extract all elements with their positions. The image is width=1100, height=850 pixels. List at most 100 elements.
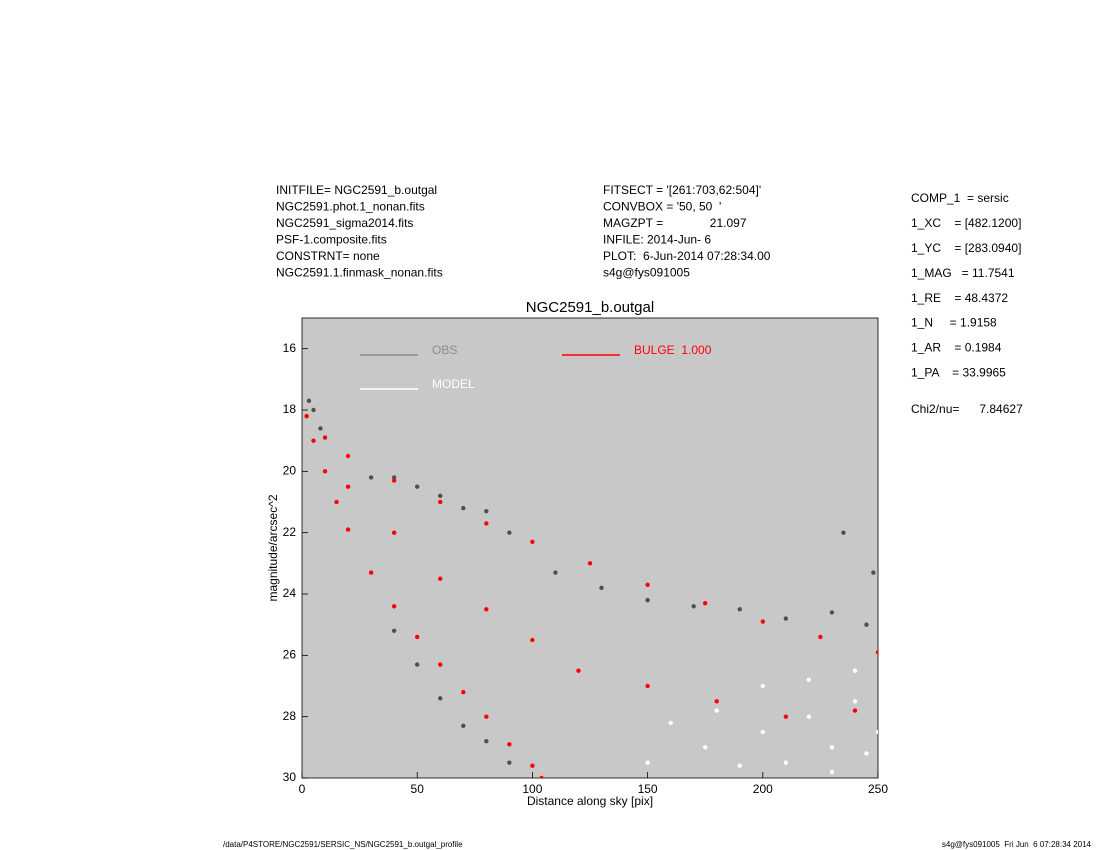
fit-parameter: 1_RE = 48.4372 xyxy=(911,291,1008,305)
data-point xyxy=(484,521,489,526)
data-point xyxy=(539,775,544,778)
legend-label: MODEL xyxy=(432,377,475,391)
data-point xyxy=(322,435,328,440)
x-tick-label: 50 xyxy=(411,782,425,796)
data-point xyxy=(818,634,823,640)
y-tick-label: 20 xyxy=(283,464,297,478)
data-point xyxy=(737,763,742,768)
x-tick-label: 250 xyxy=(868,782,888,796)
fit-parameter: 1_PA = 33.9965 xyxy=(911,365,1006,379)
data-point xyxy=(645,582,650,587)
data-point xyxy=(322,469,328,474)
y-tick-label: 18 xyxy=(283,402,297,416)
data-point xyxy=(852,699,858,704)
data-point xyxy=(691,604,696,609)
y-tick-label: 26 xyxy=(283,648,297,662)
data-point xyxy=(829,769,835,775)
x-tick-label: 150 xyxy=(638,782,658,796)
data-point xyxy=(871,570,876,575)
data-point xyxy=(852,668,858,673)
data-point xyxy=(760,619,765,624)
data-point xyxy=(703,745,708,750)
data-point xyxy=(311,407,316,413)
data-point xyxy=(461,505,466,511)
header-line: INITFILE= NGC2591_b.outgal xyxy=(276,183,437,197)
data-point xyxy=(461,689,466,695)
data-point xyxy=(714,699,719,704)
header-line: CONVBOX = '50, 50 ' xyxy=(603,200,721,214)
fit-parameter: 1_YC = [283.0940] xyxy=(911,241,1021,255)
x-tick-label: 100 xyxy=(522,782,542,796)
data-point xyxy=(806,677,812,683)
data-point xyxy=(852,708,858,713)
header-line: s4g@fys091005 xyxy=(603,266,690,280)
data-point xyxy=(484,607,489,612)
data-point xyxy=(311,438,316,443)
data-point xyxy=(530,763,535,768)
header-line: PSF-1.composite.fits xyxy=(276,233,387,247)
data-point xyxy=(645,760,650,765)
x-tick-label: 200 xyxy=(753,782,773,796)
data-point xyxy=(553,570,558,575)
header-line: PLOT: 6-Jun-2014 07:28:34.00 xyxy=(603,249,771,263)
data-point xyxy=(829,745,835,750)
data-point xyxy=(484,714,489,719)
data-point xyxy=(760,729,765,735)
fit-parameter: 1_N = 1.9158 xyxy=(911,316,997,330)
y-tick-label: 24 xyxy=(283,586,297,600)
data-point xyxy=(415,484,420,489)
data-point xyxy=(415,634,420,640)
data-point xyxy=(783,714,789,719)
data-point xyxy=(306,398,312,403)
data-point xyxy=(714,708,719,713)
header-line: NGC2591.1.finmask_nonan.fits xyxy=(276,266,443,280)
data-point xyxy=(345,484,351,489)
data-point xyxy=(461,723,466,729)
plot-points xyxy=(304,398,878,778)
legend-label: BULGE 1.000 xyxy=(634,343,712,357)
header-line: INFILE: 2014-Jun- 6 xyxy=(603,233,711,247)
data-point xyxy=(599,585,604,591)
data-point xyxy=(368,475,374,480)
y-tick-label: 16 xyxy=(283,341,297,355)
data-point xyxy=(668,720,673,725)
data-point xyxy=(875,729,878,735)
data-point xyxy=(438,576,443,581)
chi2: Chi2/nu= 7.84627 xyxy=(911,402,1023,416)
data-point xyxy=(391,475,397,480)
data-point xyxy=(783,760,789,765)
data-point xyxy=(737,607,742,612)
header-line: NGC2591.phot.1_nonan.fits xyxy=(276,200,425,214)
data-point xyxy=(875,650,878,655)
data-point xyxy=(391,604,397,609)
data-point xyxy=(507,760,512,765)
plot-background xyxy=(301,317,879,779)
data-point xyxy=(864,622,869,627)
data-point xyxy=(783,616,789,621)
footer-path: /data/P4STORE/NGC2591/SERSIC_NS/NGC2591_… xyxy=(223,840,463,849)
legend-label: OBS xyxy=(432,343,457,357)
data-point xyxy=(530,539,535,545)
data-point xyxy=(391,628,397,633)
data-point xyxy=(438,696,443,701)
data-point xyxy=(368,570,374,575)
x-axis-label: Distance along sky [pix] xyxy=(527,794,653,808)
data-point xyxy=(507,530,512,535)
y-tick-label: 22 xyxy=(283,525,297,539)
data-point xyxy=(334,499,339,505)
y-tick-label: 28 xyxy=(283,709,297,723)
footer-stamp: s4g@fys091005 Fri Jun 6 07:28:34 2014 xyxy=(942,840,1092,849)
data-point xyxy=(703,601,708,606)
data-point xyxy=(864,751,869,756)
data-point xyxy=(415,662,420,667)
header-line: CONSTRNT= none xyxy=(276,249,380,263)
data-point xyxy=(530,637,535,643)
data-point xyxy=(438,499,443,505)
data-point xyxy=(760,683,765,689)
data-point xyxy=(345,453,351,459)
chart-title: NGC2591_b.outgal xyxy=(526,299,654,316)
fit-parameter: 1_AR = 0.1984 xyxy=(911,341,1002,355)
data-point xyxy=(587,561,593,566)
data-point xyxy=(507,742,512,747)
data-point xyxy=(304,413,309,419)
